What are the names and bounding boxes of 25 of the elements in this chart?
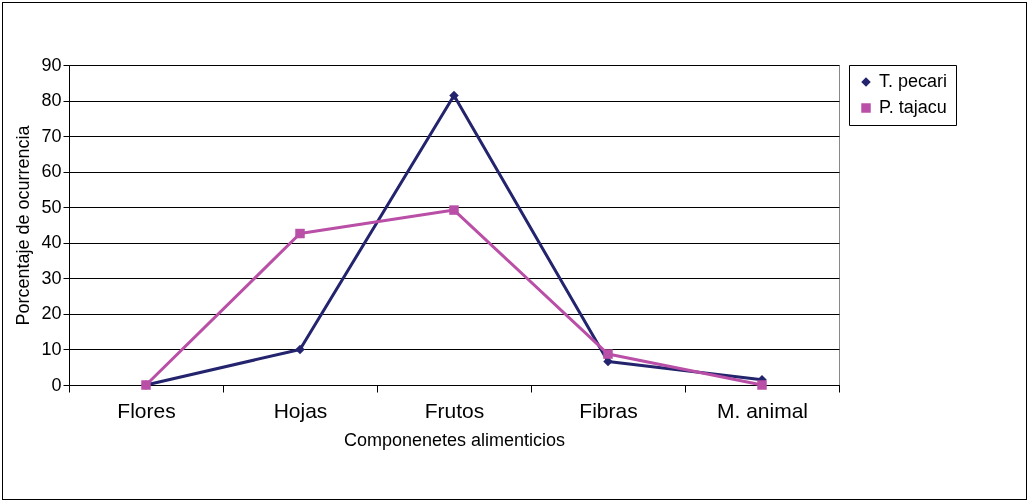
x-tick-label: Hojas: [273, 398, 328, 422]
x-tick-label: Fibras: [579, 398, 638, 422]
point: [295, 344, 305, 355]
point: [295, 228, 305, 239]
y-tick-label: 40: [41, 232, 62, 253]
y-tick-label: 50: [41, 196, 62, 217]
x-tick-label: Frutos: [424, 398, 485, 422]
x-tick-label: M. animal: [716, 398, 809, 422]
point: [603, 349, 613, 359]
point: [757, 380, 767, 390]
legend-label: T. pecari: [879, 71, 948, 91]
y-tick-label: 20: [41, 303, 62, 324]
x-tick-label: Flores: [117, 398, 176, 422]
y-tick-label: 10: [41, 338, 62, 359]
x-axis-title: Componenetes alimenticios: [343, 429, 566, 450]
y-tick-label: 80: [41, 90, 62, 111]
y-tick-label: 60: [41, 161, 62, 182]
y-tick-label: 70: [41, 125, 62, 146]
y-tick-label: 90: [41, 54, 62, 75]
point: [449, 90, 459, 101]
point: [449, 205, 459, 215]
y-tick-label: 30: [41, 267, 62, 288]
legend-label: P. tajacu: [879, 97, 947, 117]
y-tick-label: 0: [51, 374, 62, 395]
y-axis-title: Porcentaje de ocurrencia: [13, 124, 34, 326]
